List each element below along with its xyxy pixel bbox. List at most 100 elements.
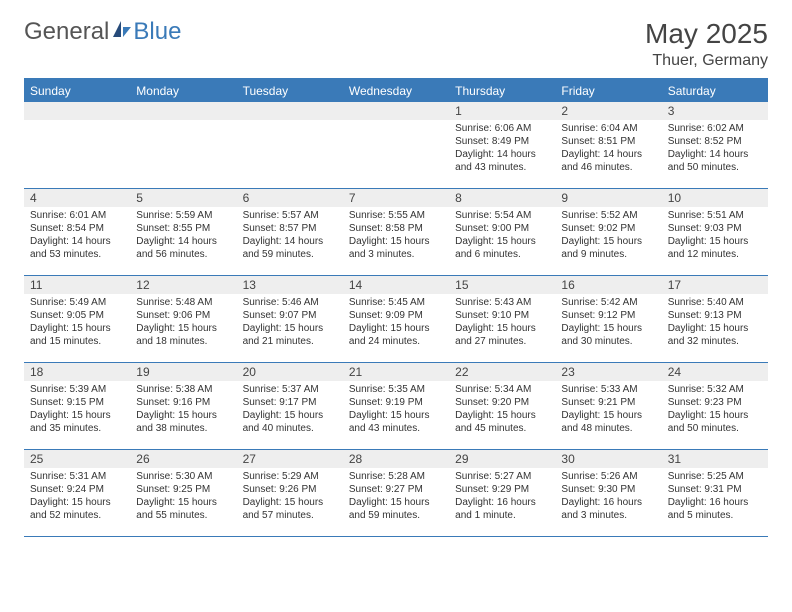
sunset-text: Sunset: 9:29 PM bbox=[455, 483, 549, 496]
day-body: Sunrise: 5:35 AMSunset: 9:19 PMDaylight:… bbox=[343, 381, 449, 437]
sunrise-text: Sunrise: 5:55 AM bbox=[349, 209, 443, 222]
day-number: 17 bbox=[662, 276, 768, 294]
sunset-text: Sunset: 9:20 PM bbox=[455, 396, 549, 409]
sunset-text: Sunset: 9:31 PM bbox=[668, 483, 762, 496]
sunrise-text: Sunrise: 5:54 AM bbox=[455, 209, 549, 222]
day-body: Sunrise: 5:52 AMSunset: 9:02 PMDaylight:… bbox=[555, 207, 661, 263]
day-cell: 20Sunrise: 5:37 AMSunset: 9:17 PMDayligh… bbox=[237, 363, 343, 449]
daylight-text: and 59 minutes. bbox=[243, 248, 337, 261]
day-number: 5 bbox=[130, 189, 236, 207]
day-cell: 28Sunrise: 5:28 AMSunset: 9:27 PMDayligh… bbox=[343, 450, 449, 536]
day-number: 12 bbox=[130, 276, 236, 294]
day-body: Sunrise: 5:39 AMSunset: 9:15 PMDaylight:… bbox=[24, 381, 130, 437]
day-cell: 31Sunrise: 5:25 AMSunset: 9:31 PMDayligh… bbox=[662, 450, 768, 536]
sunrise-text: Sunrise: 5:59 AM bbox=[136, 209, 230, 222]
header: General Blue May 2025 Thuer, Germany bbox=[24, 18, 768, 70]
daylight-text: Daylight: 14 hours bbox=[136, 235, 230, 248]
sunset-text: Sunset: 8:57 PM bbox=[243, 222, 337, 235]
day-body bbox=[343, 120, 449, 124]
daylight-text: and 53 minutes. bbox=[30, 248, 124, 261]
sunrise-text: Sunrise: 5:46 AM bbox=[243, 296, 337, 309]
daylight-text: Daylight: 15 hours bbox=[668, 409, 762, 422]
daylight-text: Daylight: 14 hours bbox=[668, 148, 762, 161]
sunrise-text: Sunrise: 5:40 AM bbox=[668, 296, 762, 309]
day-cell: 10Sunrise: 5:51 AMSunset: 9:03 PMDayligh… bbox=[662, 189, 768, 275]
sunrise-text: Sunrise: 5:39 AM bbox=[30, 383, 124, 396]
daylight-text: and 40 minutes. bbox=[243, 422, 337, 435]
day-number: 3 bbox=[662, 102, 768, 120]
daylight-text: Daylight: 14 hours bbox=[455, 148, 549, 161]
daylight-text: and 27 minutes. bbox=[455, 335, 549, 348]
day-cell: 12Sunrise: 5:48 AMSunset: 9:06 PMDayligh… bbox=[130, 276, 236, 362]
day-header: Saturday bbox=[662, 80, 768, 102]
sunset-text: Sunset: 9:07 PM bbox=[243, 309, 337, 322]
day-number: 2 bbox=[555, 102, 661, 120]
daylight-text: and 32 minutes. bbox=[668, 335, 762, 348]
daylight-text: and 35 minutes. bbox=[30, 422, 124, 435]
day-cell: 8Sunrise: 5:54 AMSunset: 9:00 PMDaylight… bbox=[449, 189, 555, 275]
sunset-text: Sunset: 8:55 PM bbox=[136, 222, 230, 235]
sunset-text: Sunset: 9:25 PM bbox=[136, 483, 230, 496]
daylight-text: and 1 minute. bbox=[455, 509, 549, 522]
daylight-text: and 21 minutes. bbox=[243, 335, 337, 348]
sunset-text: Sunset: 9:17 PM bbox=[243, 396, 337, 409]
sunrise-text: Sunrise: 5:34 AM bbox=[455, 383, 549, 396]
sunrise-text: Sunrise: 5:32 AM bbox=[668, 383, 762, 396]
daylight-text: Daylight: 14 hours bbox=[561, 148, 655, 161]
daylight-text: and 30 minutes. bbox=[561, 335, 655, 348]
day-cell: 17Sunrise: 5:40 AMSunset: 9:13 PMDayligh… bbox=[662, 276, 768, 362]
sunset-text: Sunset: 9:23 PM bbox=[668, 396, 762, 409]
daylight-text: Daylight: 16 hours bbox=[455, 496, 549, 509]
day-number bbox=[130, 102, 236, 120]
sunrise-text: Sunrise: 5:49 AM bbox=[30, 296, 124, 309]
daylight-text: Daylight: 15 hours bbox=[136, 409, 230, 422]
day-body: Sunrise: 5:29 AMSunset: 9:26 PMDaylight:… bbox=[237, 468, 343, 524]
location: Thuer, Germany bbox=[645, 52, 768, 70]
sunrise-text: Sunrise: 5:25 AM bbox=[668, 470, 762, 483]
sunset-text: Sunset: 9:10 PM bbox=[455, 309, 549, 322]
sunset-text: Sunset: 8:58 PM bbox=[349, 222, 443, 235]
sunset-text: Sunset: 9:02 PM bbox=[561, 222, 655, 235]
day-number: 18 bbox=[24, 363, 130, 381]
day-body: Sunrise: 5:37 AMSunset: 9:17 PMDaylight:… bbox=[237, 381, 343, 437]
day-body: Sunrise: 5:30 AMSunset: 9:25 PMDaylight:… bbox=[130, 468, 236, 524]
daylight-text: and 43 minutes. bbox=[455, 161, 549, 174]
day-number: 24 bbox=[662, 363, 768, 381]
daylight-text: Daylight: 15 hours bbox=[561, 409, 655, 422]
daylight-text: and 12 minutes. bbox=[668, 248, 762, 261]
day-body: Sunrise: 5:43 AMSunset: 9:10 PMDaylight:… bbox=[449, 294, 555, 350]
weeks-container: 1Sunrise: 6:06 AMSunset: 8:49 PMDaylight… bbox=[24, 102, 768, 537]
day-cell: 23Sunrise: 5:33 AMSunset: 9:21 PMDayligh… bbox=[555, 363, 661, 449]
week-row: 25Sunrise: 5:31 AMSunset: 9:24 PMDayligh… bbox=[24, 450, 768, 537]
day-number: 31 bbox=[662, 450, 768, 468]
day-cell: 14Sunrise: 5:45 AMSunset: 9:09 PMDayligh… bbox=[343, 276, 449, 362]
sunrise-text: Sunrise: 5:37 AM bbox=[243, 383, 337, 396]
day-number: 26 bbox=[130, 450, 236, 468]
day-header: Friday bbox=[555, 80, 661, 102]
sunrise-text: Sunrise: 5:29 AM bbox=[243, 470, 337, 483]
day-body: Sunrise: 5:27 AMSunset: 9:29 PMDaylight:… bbox=[449, 468, 555, 524]
logo-text-general: General bbox=[24, 18, 109, 46]
day-number: 23 bbox=[555, 363, 661, 381]
daylight-text: Daylight: 15 hours bbox=[30, 409, 124, 422]
day-body: Sunrise: 6:02 AMSunset: 8:52 PMDaylight:… bbox=[662, 120, 768, 176]
sunset-text: Sunset: 9:09 PM bbox=[349, 309, 443, 322]
daylight-text: and 50 minutes. bbox=[668, 422, 762, 435]
day-number: 21 bbox=[343, 363, 449, 381]
day-body: Sunrise: 6:01 AMSunset: 8:54 PMDaylight:… bbox=[24, 207, 130, 263]
day-number: 6 bbox=[237, 189, 343, 207]
day-number: 1 bbox=[449, 102, 555, 120]
day-cell: 30Sunrise: 5:26 AMSunset: 9:30 PMDayligh… bbox=[555, 450, 661, 536]
sunset-text: Sunset: 8:49 PM bbox=[455, 135, 549, 148]
daylight-text: and 50 minutes. bbox=[668, 161, 762, 174]
day-body: Sunrise: 5:51 AMSunset: 9:03 PMDaylight:… bbox=[662, 207, 768, 263]
daylight-text: and 59 minutes. bbox=[349, 509, 443, 522]
sail-icon bbox=[111, 18, 133, 46]
day-body: Sunrise: 5:55 AMSunset: 8:58 PMDaylight:… bbox=[343, 207, 449, 263]
day-number: 15 bbox=[449, 276, 555, 294]
day-number: 13 bbox=[237, 276, 343, 294]
title-block: May 2025 Thuer, Germany bbox=[645, 18, 768, 70]
daylight-text: Daylight: 14 hours bbox=[243, 235, 337, 248]
sunset-text: Sunset: 9:13 PM bbox=[668, 309, 762, 322]
sunset-text: Sunset: 9:05 PM bbox=[30, 309, 124, 322]
